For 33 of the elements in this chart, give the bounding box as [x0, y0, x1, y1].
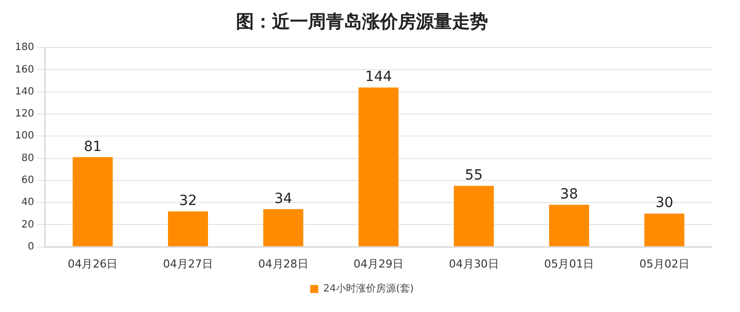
x-tick-label: 05月01日: [544, 257, 594, 270]
x-tick-label: 04月28日: [258, 257, 308, 270]
bar: [644, 214, 684, 246]
x-tick-label: 04月29日: [354, 257, 404, 270]
x-tick-label: 04月27日: [162, 257, 213, 270]
data-label: 81: [84, 138, 102, 155]
data-label: 55: [464, 168, 483, 184]
bar: [263, 209, 304, 246]
bar: [454, 186, 494, 246]
y-tick-label: 20: [21, 219, 34, 230]
x-tick-label: 04月26日: [68, 257, 118, 270]
data-label: 34: [274, 190, 292, 207]
y-tick-label: 180: [14, 42, 34, 54]
bar: [549, 204, 590, 246]
x-tick-label: 04月30日: [448, 257, 499, 270]
y-tick-label: 160: [14, 64, 34, 76]
bar: [168, 211, 208, 246]
bar: [72, 157, 113, 246]
y-tick-label: 140: [14, 86, 34, 98]
y-tick-label: 40: [21, 197, 34, 208]
y-tick-label: 80: [21, 152, 34, 164]
y-tick-label: 120: [14, 108, 34, 120]
y-tick-label: 0: [28, 241, 34, 252]
chart-title: 图：近一周青岛涨价房源量走势: [236, 11, 488, 32]
bar: [358, 87, 399, 246]
data-label: 30: [655, 195, 674, 212]
data-label: 32: [179, 193, 197, 210]
data-label: 144: [365, 69, 392, 86]
y-tick-label: 100: [14, 130, 34, 142]
x-tick-label: 05月02日: [639, 257, 690, 270]
data-label: 38: [560, 186, 578, 202]
legend-label: 24小时涨价房源(套): [323, 282, 414, 295]
y-tick-label: 60: [21, 174, 34, 186]
